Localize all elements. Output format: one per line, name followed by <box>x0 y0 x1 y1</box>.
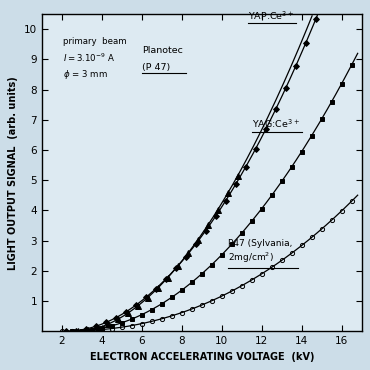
X-axis label: ELECTRON ACCELERATING VOLTAGE  (kV): ELECTRON ACCELERATING VOLTAGE (kV) <box>90 352 314 361</box>
Text: 2mg/cm$^{2}$): 2mg/cm$^{2}$) <box>228 250 274 265</box>
Y-axis label: LIGHT OUTPUT SIGNAL  (arb. units): LIGHT OUTPUT SIGNAL (arb. units) <box>9 76 18 270</box>
Text: primary  beam: primary beam <box>63 37 127 46</box>
Text: YAP:Ce$^{3+}$: YAP:Ce$^{3+}$ <box>248 9 294 22</box>
Text: P47 (Sylvania,: P47 (Sylvania, <box>228 239 292 248</box>
Text: $I = 3.10^{-9}$ A: $I = 3.10^{-9}$ A <box>63 52 115 64</box>
Text: YAG:Ce$^{3+}$: YAG:Ce$^{3+}$ <box>252 118 300 130</box>
Text: (P 47): (P 47) <box>142 63 170 71</box>
Text: Planotec: Planotec <box>142 46 183 55</box>
Text: $\phi$ = 3 mm: $\phi$ = 3 mm <box>63 68 108 81</box>
